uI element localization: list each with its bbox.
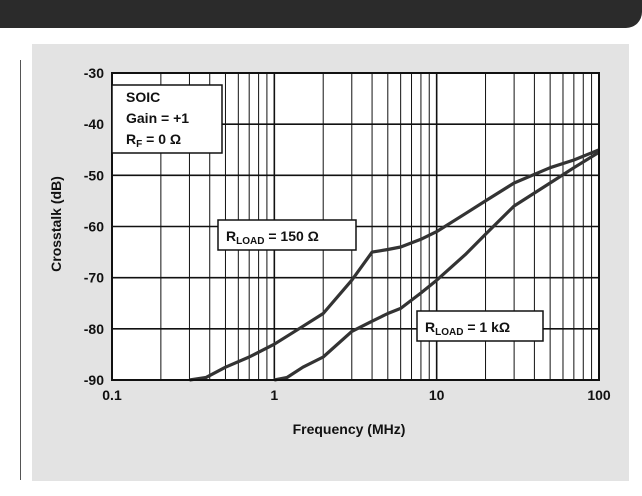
y-tick-label: -50 xyxy=(84,167,104,183)
series-line-150-ohm xyxy=(189,148,600,382)
x-tick-label: 100 xyxy=(587,387,611,403)
package-label: SOIC xyxy=(126,89,160,105)
y-tick-label: -90 xyxy=(84,372,104,388)
side-rule xyxy=(20,60,21,480)
x-tick-label: 10 xyxy=(429,387,445,403)
config-annotation-box xyxy=(111,84,223,154)
rf-label: RF = 0 Ω xyxy=(126,131,181,150)
series-label-150: RLOAD = 150 Ω xyxy=(217,219,357,251)
series-label-1k-text: RLOAD = 1 kΩ xyxy=(425,319,510,338)
y-tick-label: -60 xyxy=(84,219,104,235)
series-label-1k: RLOAD = 1 kΩ xyxy=(416,310,544,342)
x-tick-label: 1 xyxy=(270,387,278,403)
series-label-150-box xyxy=(217,219,357,251)
y-axis-title: Crosstalk (dB) xyxy=(48,176,64,272)
plot-frame xyxy=(111,72,600,381)
y-tick-label: -70 xyxy=(84,270,104,286)
config-annotation: SOIC Gain = +1 RF = 0 Ω xyxy=(111,84,223,154)
gain-label: Gain = +1 xyxy=(126,110,189,126)
x-axis-title: Frequency (MHz) xyxy=(293,421,406,437)
top-banner xyxy=(0,0,642,28)
crosstalk-chart: 0.1 1 10 100 -30 -40 -50 -60 -70 -80 -90 Frequency… xyxy=(48,65,611,437)
series-label-1k-box xyxy=(416,310,544,342)
y-tick-label: -40 xyxy=(84,116,104,132)
x-tick-label: 0.1 xyxy=(102,387,122,403)
series-label-150-text: RLOAD = 150 Ω xyxy=(226,228,319,247)
tick-labels: 0.1 1 10 100 -30 -40 -50 -60 -70 -80 -90 xyxy=(84,65,611,403)
chart-panel: 0.1 1 10 100 -30 -40 -50 -60 -70 -80 -90 Frequency… xyxy=(32,44,629,481)
series-line-1k-ohm xyxy=(273,150,600,382)
series-lines xyxy=(189,148,600,382)
y-tick-label: -30 xyxy=(84,65,104,81)
y-tick-label: -80 xyxy=(84,321,104,337)
